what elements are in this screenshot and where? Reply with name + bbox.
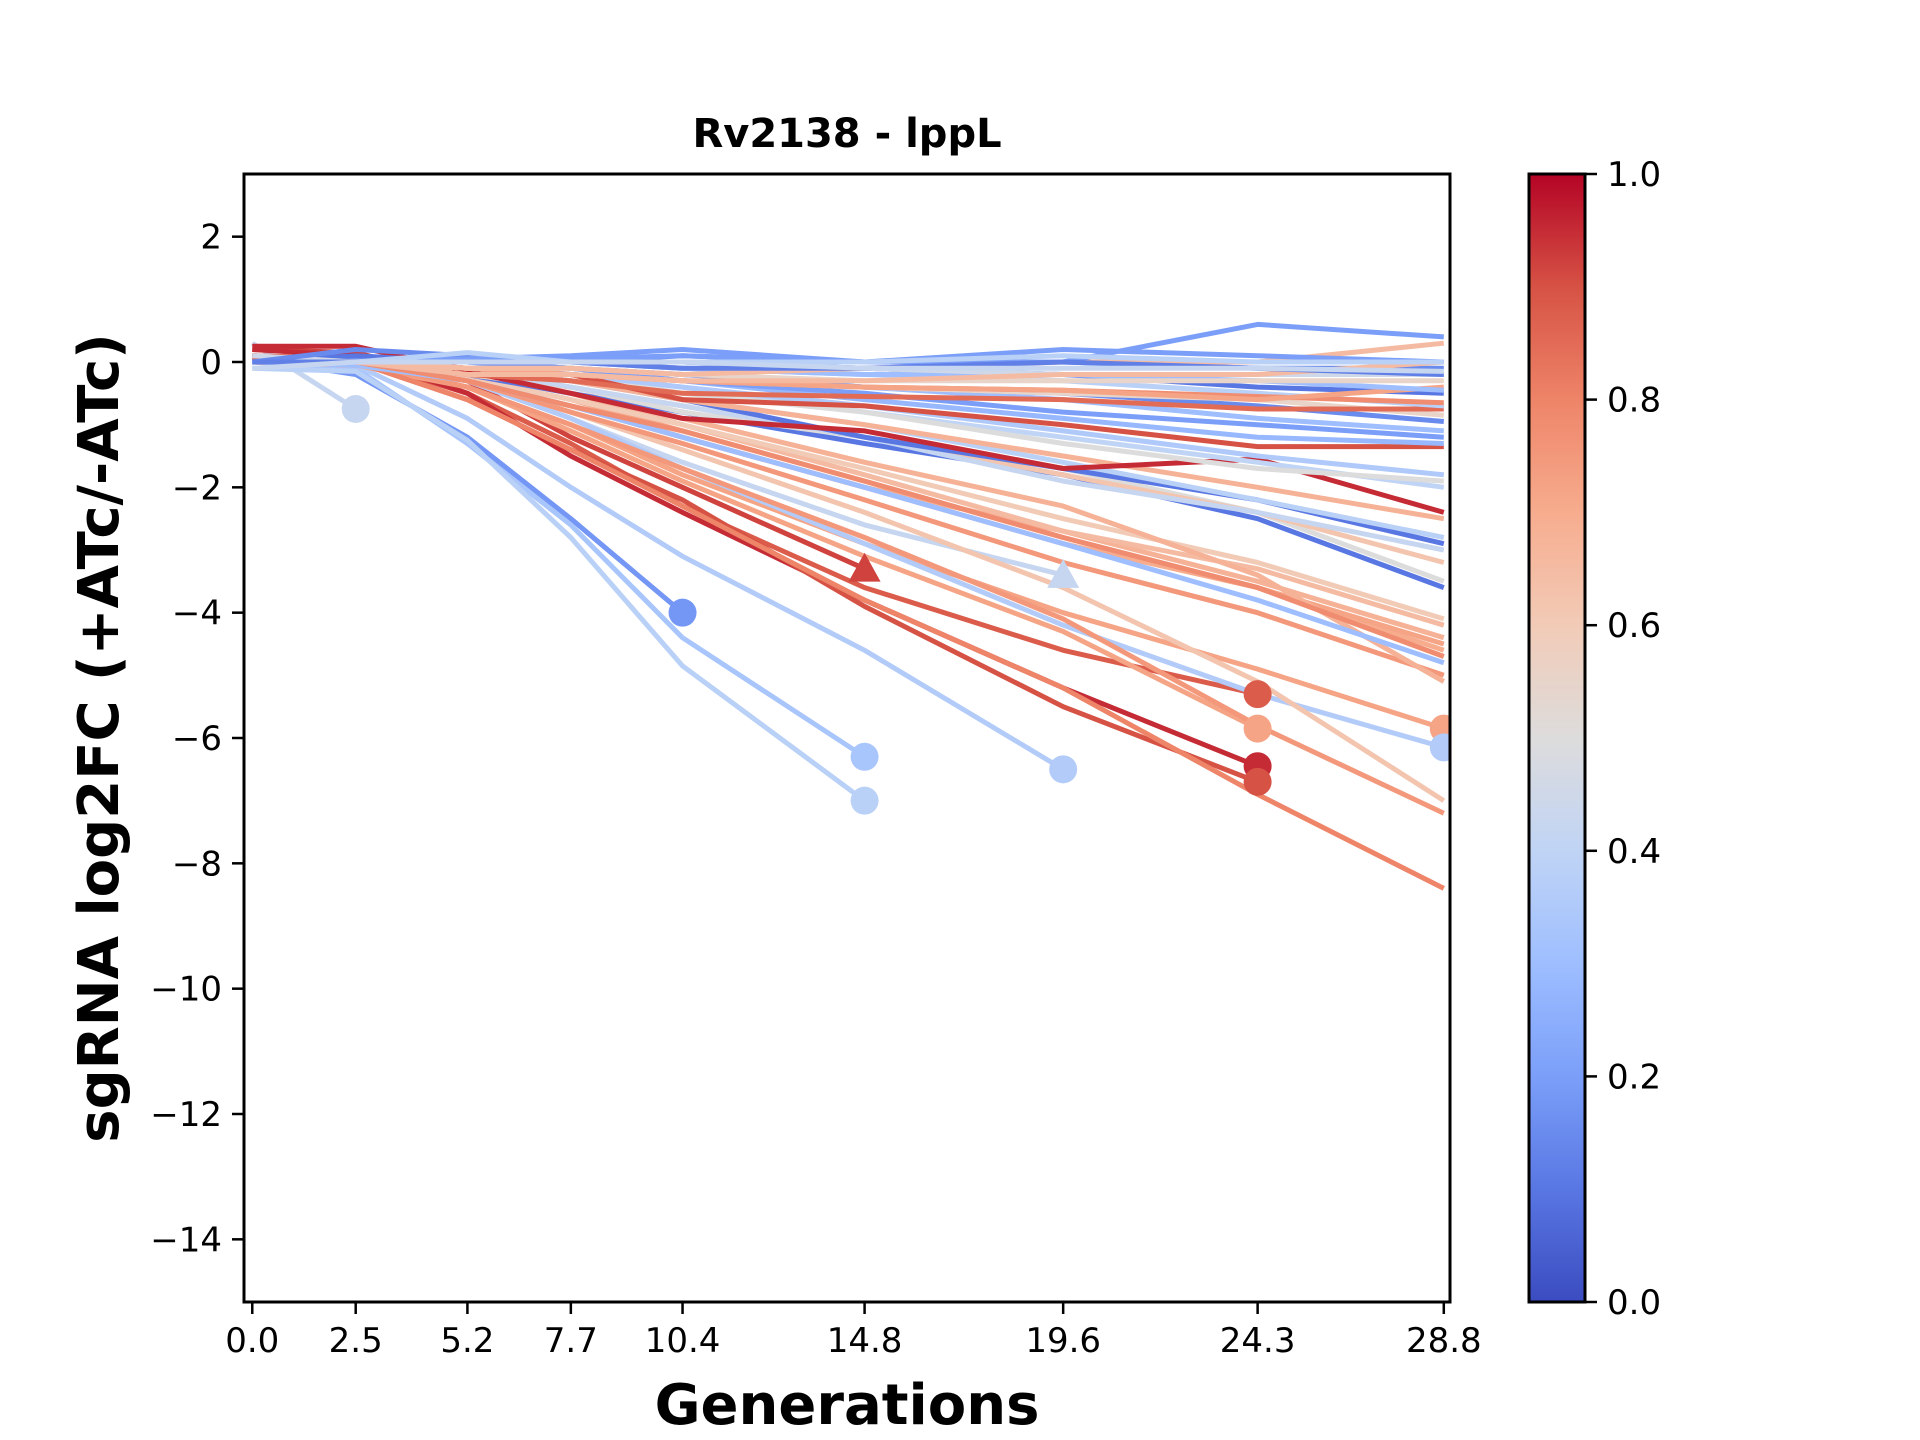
x-tick-label: 10.4: [645, 1321, 721, 1361]
y-tick-label: −2: [172, 468, 222, 508]
y-tick-label: −10: [150, 970, 222, 1010]
series-end-marker-4: [1049, 755, 1078, 784]
colorbar-tick-label: 1.0: [1607, 155, 1661, 195]
colorbar-tick-label: 0.6: [1607, 606, 1661, 646]
colorbar-tick-label: 0.0: [1607, 1283, 1661, 1323]
y-axis: 2 0 −2 −4 −6 −8 −10 −12 −14: [150, 218, 244, 1260]
colorbar-tick-label: 0.4: [1607, 832, 1661, 872]
series-end-marker-1: [668, 598, 697, 627]
series-end-marker-7: [1243, 680, 1272, 709]
series-layer: [250, 321, 1446, 891]
series-end-marker-10: [1243, 767, 1272, 796]
x-tick-label: 28.8: [1406, 1321, 1482, 1361]
y-tick-label: 2: [200, 218, 222, 258]
y-tick-label: −12: [150, 1095, 222, 1135]
y-tick-label: −4: [172, 594, 222, 634]
series-end-marker-0: [341, 395, 370, 423]
colorbar-tick-label: 0.8: [1607, 381, 1661, 421]
x-axis-label: Generations: [655, 1373, 1040, 1438]
series-end-marker-3: [850, 786, 879, 815]
marker-layer: [341, 395, 1450, 815]
x-tick-label: 7.7: [544, 1321, 598, 1361]
chart-title: Rv2138 - lppL: [692, 111, 1001, 157]
x-axis: 0.0 2.5 5.2 7.7 10.4 14.8 19.6 24.3 28.8: [225, 1302, 1482, 1361]
series-line-57: [252, 359, 1444, 374]
colorbar-tick-label: 0.2: [1607, 1057, 1661, 1097]
y-tick-label: −6: [172, 719, 222, 759]
series-line-3: [252, 365, 867, 803]
colorbar-gradient: [1527, 172, 1587, 1304]
series-end-marker-8: [1243, 714, 1272, 743]
x-tick-label: 0.0: [225, 1321, 279, 1361]
x-tick-label: 19.6: [1025, 1321, 1101, 1361]
series-end-marker-5: [848, 552, 881, 582]
series-line-13: [252, 353, 1445, 891]
y-tick-label: −14: [150, 1220, 222, 1260]
series-line-2: [252, 359, 866, 759]
series-end-marker-6: [1047, 559, 1080, 588]
x-tick-label: 5.2: [440, 1321, 494, 1361]
x-tick-label: 14.8: [827, 1321, 903, 1361]
plot-frame: [242, 172, 1452, 1304]
series-end-marker-12: [1429, 733, 1450, 762]
series-end-marker-2: [850, 742, 879, 771]
x-tick-label: 24.3: [1220, 1321, 1296, 1361]
colorbar: 0.0 0.2 0.4 0.6 0.8 1.0: [1527, 155, 1661, 1323]
y-axis-label: sgRNA log2FC (+ATc/-ATc): [67, 333, 132, 1143]
colorbar-ticks: 0.0 0.2 0.4 0.6 0.8 1.0: [1585, 155, 1661, 1323]
y-tick-label: 0: [200, 343, 222, 383]
x-tick-label: 2.5: [329, 1321, 383, 1361]
y-tick-label: −8: [172, 844, 222, 884]
series-line-52: [252, 359, 1444, 384]
